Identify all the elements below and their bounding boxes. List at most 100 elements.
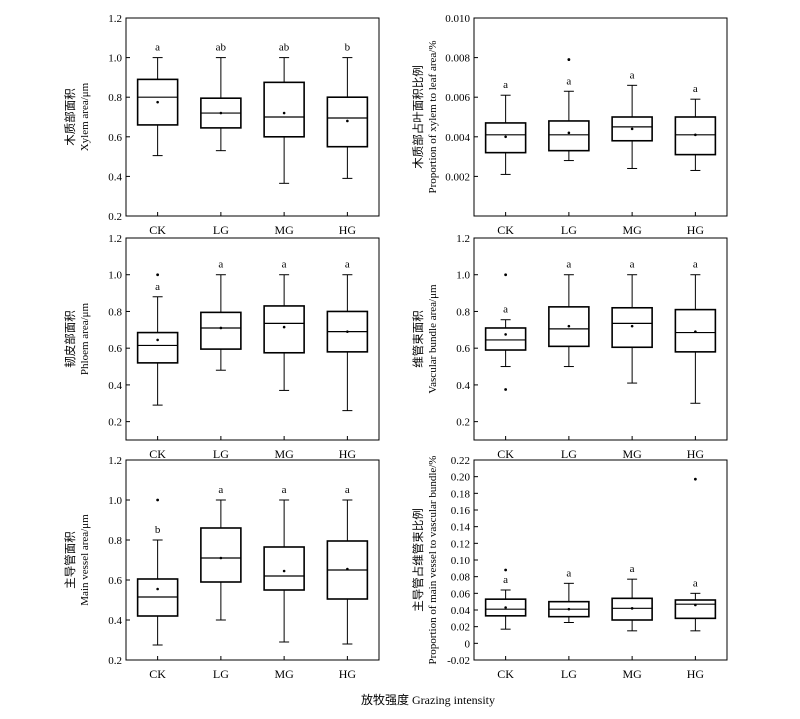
plot-frame: [125, 237, 380, 441]
y-axis-title-cn: 主导管占维管束比例: [411, 508, 425, 612]
box-iqr: [263, 305, 305, 354]
significance-letter: a: [693, 577, 698, 589]
mean-point: [567, 131, 571, 135]
y-axis-title-en: Vascular bundle area/μm: [427, 284, 439, 394]
mean-point: [694, 330, 697, 333]
panel-3: 0.2 0.4 0.6 0.8 1.0 1.2 韧皮部面积 Phloem area/μm a CK…: [63, 233, 380, 461]
box-iqr: [548, 120, 590, 152]
mean-point: [567, 607, 571, 611]
y-tick-label: 0.4: [456, 380, 470, 392]
box-hg: a HG: [326, 259, 369, 461]
y-tick-label: 0.4: [108, 380, 122, 392]
box-iqr: [200, 311, 242, 350]
significance-letter: a: [630, 259, 635, 271]
y-tick-label: 0.22: [451, 455, 470, 467]
significance-letter: a: [566, 259, 571, 271]
y-axis-title-cn: 主导管面积: [63, 531, 77, 589]
box-ck: a CK: [136, 42, 179, 237]
box-iqr: [200, 527, 242, 583]
significance-letter: b: [345, 42, 351, 54]
box-iqr: [611, 306, 653, 349]
x-tick-label: CK: [149, 667, 166, 681]
outlier-point: [693, 477, 697, 481]
x-tick-label: MG: [274, 223, 294, 237]
y-tick-label: 1.0: [108, 53, 122, 65]
y-tick-label: 0.6: [108, 343, 122, 355]
significance-letter: b: [155, 524, 161, 536]
y-tick-label: 0.6: [456, 343, 470, 355]
box-ck: a CK: [136, 273, 179, 461]
significance-letter: a: [630, 563, 635, 575]
y-tick-label: 1.2: [108, 455, 122, 467]
box-mg: a MG: [611, 259, 653, 461]
significance-letter: ab: [216, 42, 227, 54]
significance-letter: a: [503, 574, 508, 586]
significance-letter: a: [218, 259, 223, 271]
y-tick-label: 0.8: [108, 306, 122, 318]
panel-6: -0.02 0 0.02 0.04 0.06 0.08 0.10 0.12 0.14 0.16 0.…: [411, 455, 728, 681]
mean-point: [346, 330, 349, 333]
y-tick-label: 0.18: [451, 488, 471, 500]
x-tick-label: CK: [149, 447, 166, 461]
box-ck: a CK: [484, 273, 527, 461]
x-tick-label: MG: [622, 667, 642, 681]
y-tick-label: 0.06: [451, 588, 471, 600]
y-tick-label: 0.8: [108, 535, 122, 547]
box-hg: b HG: [326, 42, 369, 237]
outlier-point: [504, 388, 508, 391]
mean-point: [567, 324, 571, 328]
y-tick-label: 0.2: [108, 655, 122, 667]
mean-point: [504, 333, 507, 336]
outlier-point: [504, 568, 508, 572]
significance-letter: a: [566, 567, 571, 579]
significance-letter: a: [155, 281, 160, 293]
x-tick-label: HG: [339, 223, 357, 237]
mean-point: [504, 606, 507, 609]
x-tick-label: HG: [687, 447, 705, 461]
mean-point: [219, 556, 223, 560]
mean-point: [694, 133, 697, 137]
y-tick-label: 0.4: [108, 171, 122, 183]
significance-letter: a: [503, 304, 508, 316]
outlier-point: [504, 273, 508, 277]
y-tick-label: 0.16: [451, 505, 471, 517]
y-tick-label: 0.12: [451, 538, 470, 550]
box-mg: a MG: [263, 259, 305, 461]
y-tick-label: 1.0: [108, 270, 122, 282]
box-ck: a CK: [484, 79, 527, 237]
box-hg: a HG: [326, 484, 369, 681]
x-tick-label: HG: [687, 667, 705, 681]
mean-point: [156, 100, 159, 104]
box-iqr: [263, 81, 305, 138]
y-tick-label: 0.008: [445, 53, 470, 65]
plot-frame: [473, 17, 728, 217]
plot-frame: [473, 459, 728, 661]
panel-5: 0.2 0.4 0.6 0.8 1.0 1.2 主导管面积 Main vessel area/…: [63, 455, 380, 681]
x-tick-label: CK: [149, 223, 166, 237]
y-tick-label: 0.004: [445, 132, 470, 144]
x-tick-label: MG: [274, 447, 294, 461]
box-hg: a HG: [674, 477, 717, 681]
y-tick-label: 0.6: [108, 575, 122, 587]
x-tick-label: LG: [213, 223, 229, 237]
y-tick-label: 0.10: [451, 555, 471, 567]
y-axis-title-en: Main vessel area/μm: [79, 514, 91, 606]
y-axis-title-en: Xylem area/μm: [79, 82, 91, 151]
y-tick-label: 0.08: [451, 572, 471, 584]
significance-letter: a: [345, 259, 350, 271]
box-lg: a LG: [548, 567, 590, 681]
mean-point: [504, 135, 507, 139]
y-tick-label: 0.002: [445, 171, 470, 183]
y-tick-label: 0.14: [451, 522, 471, 534]
significance-letter: a: [345, 484, 350, 496]
y-tick-label: 0.2: [108, 417, 122, 429]
figure-xlabel: 放牧强度 Grazing intensity: [361, 692, 495, 707]
box-iqr: [484, 327, 527, 351]
y-tick-label: 0.006: [445, 92, 470, 104]
box-hg: a HG: [674, 83, 717, 237]
y-tick-label: 0.2: [108, 211, 122, 223]
y-axis-title-en: Proportion of main vessel to vascular bu…: [427, 456, 439, 665]
x-tick-label: MG: [622, 447, 642, 461]
